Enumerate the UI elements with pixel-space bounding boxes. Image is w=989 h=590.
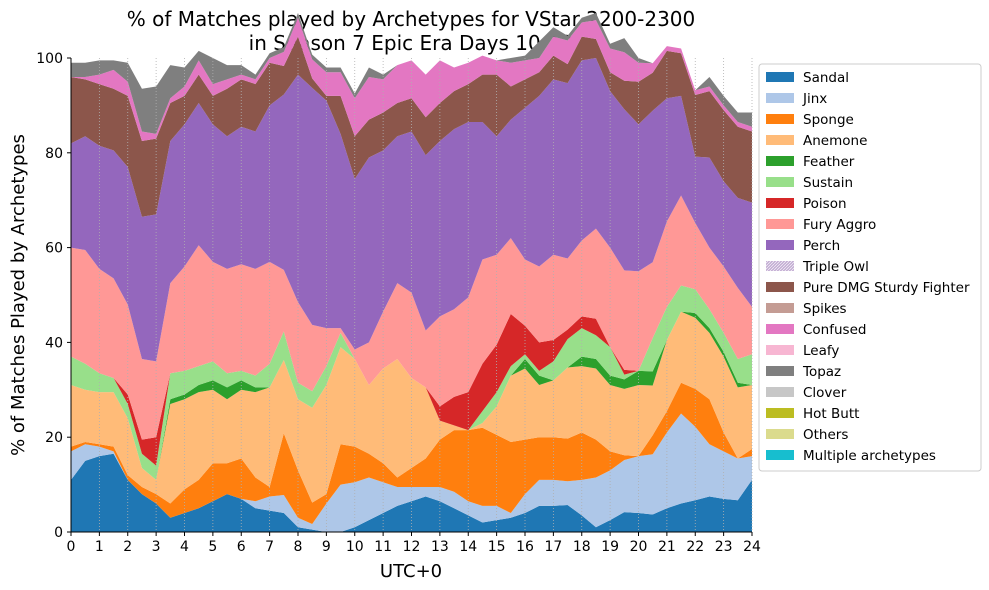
legend-swatch [766, 303, 794, 313]
x-tick-label: 16 [516, 539, 534, 555]
y-tick-label: 60 [45, 241, 63, 257]
area-anemone [71, 311, 752, 504]
legend-swatch [766, 261, 794, 271]
x-tick-label: 7 [265, 539, 274, 555]
x-tick-label: 17 [544, 539, 562, 555]
x-tick-label: 18 [573, 539, 591, 555]
legend-swatch [766, 345, 794, 355]
legend-swatch [766, 198, 794, 208]
x-tick-label: 15 [488, 539, 506, 555]
legend-label: Sandal [803, 70, 849, 86]
x-tick-label: 9 [322, 539, 331, 555]
legend-label: Clover [803, 385, 847, 401]
legend-label: Feather [803, 154, 855, 170]
x-tick-label: 13 [431, 539, 449, 555]
grid-lines [70, 58, 753, 532]
legend-label: Perch [803, 238, 840, 254]
x-tick-label: 20 [630, 539, 648, 555]
legend-label: Sponge [803, 112, 854, 128]
legend-label: Jinx [802, 91, 827, 107]
legend-swatch [766, 324, 794, 334]
area-pure-dmg-sturdy-fighter [71, 36, 752, 217]
y-axis-ticks: 0 20 40 60 80 100 [36, 51, 71, 541]
x-tick-label: 21 [658, 539, 676, 555]
legend-label: Triple Owl [802, 259, 869, 275]
x-tick-label: 14 [459, 539, 477, 555]
x-tick-label: 2 [123, 539, 132, 555]
x-tick-label: 5 [208, 539, 217, 555]
legend-label: Confused [803, 322, 866, 338]
legend-box [758, 63, 982, 472]
legend-swatch [766, 429, 794, 439]
x-tick-label: 24 [743, 539, 761, 555]
legend-swatch [766, 408, 794, 418]
legend-swatch [766, 240, 794, 250]
legend-swatch [766, 135, 794, 145]
x-tick-label: 12 [403, 539, 421, 555]
legend-label: Pure DMG Sturdy Fighter [803, 280, 970, 296]
legend-swatch [766, 72, 794, 82]
legend-swatch [766, 93, 794, 103]
legend-swatch [766, 114, 794, 124]
legend-label: Others [803, 427, 848, 443]
legend-label: Anemone [803, 133, 867, 149]
legend-swatch [766, 366, 794, 376]
x-tick-label: 4 [180, 539, 189, 555]
legend-swatch [766, 156, 794, 166]
legend-label: Leafy [803, 343, 839, 359]
chart-title-line-1: % of Matches played by Archetypes for VS… [127, 7, 696, 31]
legend-swatch [766, 282, 794, 292]
legend-swatch [766, 450, 794, 460]
x-tick-label: 19 [601, 539, 619, 555]
y-axis-label: % of Matches Played by Archetypes [8, 134, 29, 456]
area-sponge [71, 382, 752, 524]
y-tick-label: 0 [54, 525, 63, 541]
x-tick-label: 11 [374, 539, 392, 555]
x-tick-label: 1 [95, 539, 104, 555]
x-tick-label: 8 [294, 539, 303, 555]
legend-label: Multiple archetypes [803, 448, 936, 464]
legend-swatch [766, 219, 794, 229]
x-tick-label: 0 [67, 539, 76, 555]
y-tick-label: 80 [45, 146, 63, 162]
x-axis-label: UTC+0 [380, 561, 442, 582]
legend-label: Topaz [802, 364, 841, 380]
legend-label: Poison [803, 196, 847, 212]
x-tick-label: 23 [715, 539, 733, 555]
area-topaz [71, 12, 752, 134]
legend-swatch [766, 387, 794, 397]
x-tick-label: 10 [346, 539, 364, 555]
legend-label: Spikes [803, 301, 847, 317]
y-tick-label: 40 [45, 335, 63, 351]
area-sandal [71, 453, 752, 532]
x-tick-label: 6 [237, 539, 246, 555]
legend-swatch [766, 177, 794, 187]
y-tick-label: 100 [36, 51, 63, 67]
x-tick-label: 22 [686, 539, 704, 555]
legend-label: Sustain [803, 175, 853, 191]
y-tick-label: 20 [45, 430, 63, 446]
legend-label: Fury Aggro [803, 217, 876, 233]
x-tick-label: 3 [152, 539, 161, 555]
legend: Sandal Jinx Sponge Anemone Feather Sustain Poi… [758, 63, 982, 472]
legend-label: Hot Butt [803, 406, 859, 422]
x-axis-ticks: 0 1 2 3 4 5 6 7 8 9 10 11 12 13 14 15 16 17 18 19 20 21 22 23 24 [67, 532, 761, 555]
